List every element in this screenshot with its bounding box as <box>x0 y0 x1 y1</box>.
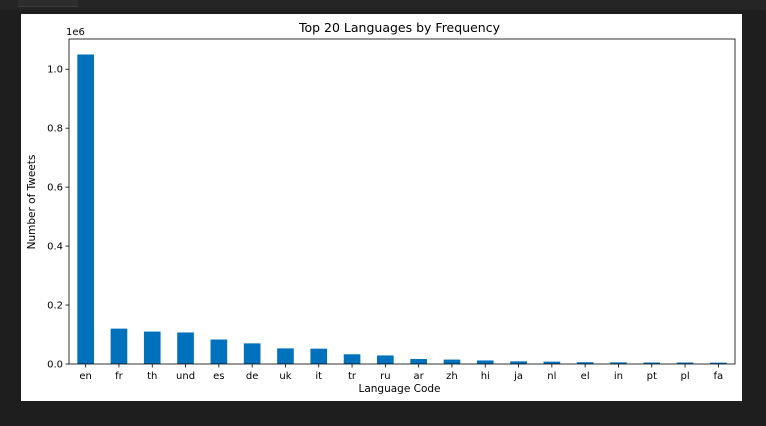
x-tick-label: it <box>315 371 322 382</box>
y-tick-label: 0.2 <box>47 301 63 312</box>
y-axis-label: Number of Tweets <box>26 155 38 250</box>
bar-zh <box>443 359 461 364</box>
y-tick-label: 0.8 <box>47 124 63 135</box>
x-tick-label: tr <box>348 371 357 382</box>
chart-title: Top 20 Languages by Frequency <box>298 20 501 35</box>
x-tick-label: zh <box>446 371 458 382</box>
editor-top-bar <box>0 0 766 10</box>
bar-pl <box>676 362 694 364</box>
x-tick-label: pl <box>680 371 689 382</box>
editor-tab[interactable] <box>18 0 78 7</box>
bar-it <box>310 348 328 364</box>
plot-frame <box>68 38 736 365</box>
bar-uk <box>277 348 294 364</box>
bar-ru <box>377 355 394 364</box>
x-tick-label: ru <box>380 371 390 382</box>
y-tick-label: 0.6 <box>47 183 63 194</box>
y-tick-label: 1.0 <box>47 65 63 76</box>
bar-und <box>177 332 194 364</box>
bar-en <box>77 54 94 364</box>
x-tick-label: uk <box>279 371 291 382</box>
scrollbar[interactable] <box>752 10 766 426</box>
bar-th <box>143 331 161 364</box>
x-axis-label: Language Code <box>358 383 440 395</box>
bar-chart: Top 20 Languages by Frequency 1e6 Number… <box>26 20 736 395</box>
bar-hi <box>476 360 494 364</box>
x-tick-label: fa <box>714 371 724 382</box>
x-tick-label: es <box>213 371 224 382</box>
x-tick-label: ja <box>513 371 523 382</box>
x-tick-label: ar <box>414 371 425 382</box>
x-tick-label: hi <box>481 371 490 382</box>
bar-es <box>210 339 228 364</box>
y-tick-label: 0.0 <box>47 360 63 371</box>
x-tick-label: de <box>246 371 259 382</box>
bar-in <box>610 362 627 364</box>
chart-figure: Top 20 Languages by Frequency 1e6 Number… <box>21 14 742 401</box>
bar-ja <box>510 361 527 364</box>
bar-fr <box>110 328 128 364</box>
bar-pt <box>643 362 661 364</box>
y-tick-label: 0.4 <box>47 242 63 253</box>
x-tick-label: und <box>176 371 195 382</box>
bar-ar <box>410 358 427 364</box>
x-tick-label: pt <box>647 371 657 382</box>
bar-fa <box>710 362 727 364</box>
x-tick-label: th <box>147 371 157 382</box>
bar-nl <box>543 361 561 364</box>
x-tick-label: el <box>581 371 590 382</box>
x-tick-label: fr <box>115 371 124 382</box>
bar-de <box>243 343 261 364</box>
y-axis-offset-label: 1e6 <box>66 27 85 38</box>
x-tick-label: in <box>614 371 623 382</box>
bar-tr <box>343 354 361 364</box>
x-tick-label: en <box>79 371 92 382</box>
x-tick-label: nl <box>547 371 556 382</box>
bar-el <box>576 362 594 364</box>
